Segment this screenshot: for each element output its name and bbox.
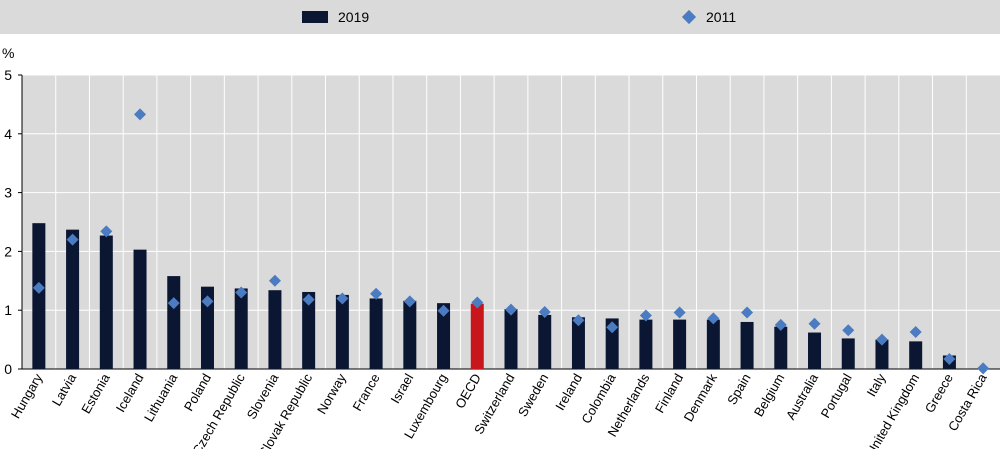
- marker-2011: [235, 286, 248, 299]
- bar-2019: [99, 235, 113, 369]
- bar-2019: [909, 341, 923, 369]
- marker-2011: [909, 325, 922, 338]
- x-category-label: Spain: [724, 371, 754, 407]
- bar-2019: [808, 332, 822, 369]
- marker-2011: [336, 292, 349, 305]
- marker-2011: [639, 309, 652, 322]
- bar-2019: [32, 223, 46, 369]
- y-tick-label: 5: [4, 67, 12, 83]
- x-category-label: Belgium: [751, 371, 787, 419]
- marker-2011: [673, 306, 686, 319]
- marker-2011: [134, 108, 147, 121]
- marker-2011: [302, 293, 315, 306]
- marker-2011: [774, 318, 787, 331]
- marker-2011: [741, 306, 754, 319]
- bar-2019: [774, 326, 788, 369]
- bar-2019: [605, 318, 619, 369]
- bar-2019: [234, 288, 248, 369]
- marker-2011: [505, 303, 517, 316]
- bar-2019: [875, 339, 889, 369]
- x-category-label: Israel: [388, 371, 417, 406]
- bar-2019: [673, 319, 687, 369]
- bar-2019: [167, 276, 181, 369]
- x-category-label: Hungary: [8, 371, 46, 421]
- marker-2011: [977, 362, 990, 375]
- x-category-label: Australia: [783, 370, 822, 422]
- marker-2011: [471, 296, 484, 309]
- y-tick-label: 1: [4, 302, 12, 318]
- bar-2019: [200, 286, 214, 369]
- x-category-label: Sweden: [515, 371, 551, 419]
- x-category-label: Estonia: [78, 370, 113, 416]
- marker-2011: [100, 225, 113, 238]
- marker-2011: [606, 321, 619, 334]
- x-category-label: Italy: [864, 371, 889, 400]
- marker-2011: [437, 304, 450, 317]
- x-category-label: Latvia: [49, 370, 80, 408]
- bar-2019: [571, 317, 585, 369]
- x-category-label: France: [349, 371, 382, 414]
- marker-2011: [167, 297, 180, 310]
- marker-2011: [66, 233, 79, 246]
- x-category-label: Ireland: [552, 371, 585, 413]
- marker-2011: [268, 274, 281, 287]
- y-tick-label: 0: [4, 361, 12, 377]
- marker-2011: [707, 312, 720, 325]
- bar-2019: [841, 338, 855, 369]
- y-axis-unit: %: [2, 45, 14, 61]
- legend-item-2011: 2011: [681, 9, 737, 25]
- x-category-label: Denmark: [681, 371, 721, 425]
- marker-2011: [943, 353, 956, 366]
- bar-2019: [504, 309, 518, 369]
- x-category-label: Iceland: [113, 371, 147, 415]
- bar-2019: [335, 294, 349, 369]
- bar-2019: [268, 290, 282, 369]
- legend-label-2019: 2019: [338, 9, 370, 25]
- bar-2019: [470, 303, 484, 369]
- marker-2011: [201, 295, 214, 308]
- x-category-label: Poland: [181, 371, 214, 414]
- bar-2019: [403, 300, 417, 369]
- x-category-label: Greece: [922, 371, 956, 415]
- y-tick-label: 4: [4, 126, 12, 142]
- legend-label-2011: 2011: [706, 9, 737, 25]
- bar-2019: [639, 319, 653, 369]
- marker-2011: [572, 314, 585, 327]
- bar-2019: [302, 291, 316, 369]
- legend: 2019 2011: [0, 0, 1000, 34]
- bar-2019: [538, 314, 552, 369]
- bar-2019: [66, 229, 80, 369]
- legend-item-2019: 2019: [302, 9, 369, 25]
- y-tick-label: 3: [4, 185, 12, 201]
- bar-2019: [369, 298, 383, 369]
- marker-2011: [842, 324, 855, 337]
- marker-2011: [875, 333, 888, 346]
- y-tick-label: 2: [4, 243, 12, 259]
- x-category-label: Finland: [652, 371, 686, 415]
- x-category-label: Slovenia: [244, 370, 282, 421]
- marker-2011: [538, 305, 551, 318]
- marker-2011: [808, 317, 821, 330]
- x-category-label: Norway: [314, 371, 349, 417]
- x-category-label: OECD: [452, 371, 484, 411]
- bar-2019: [437, 303, 451, 369]
- marker-2011: [370, 287, 383, 300]
- bar-2019: [706, 319, 720, 369]
- marker-2011: [403, 295, 416, 308]
- x-category-label: Portugal: [818, 371, 855, 421]
- x-category-label: Lithuania: [141, 370, 181, 424]
- legend-swatch-2019: [302, 11, 328, 23]
- marker-2011: [32, 281, 45, 294]
- bar-2019: [740, 321, 754, 369]
- bar-2019: [133, 249, 147, 369]
